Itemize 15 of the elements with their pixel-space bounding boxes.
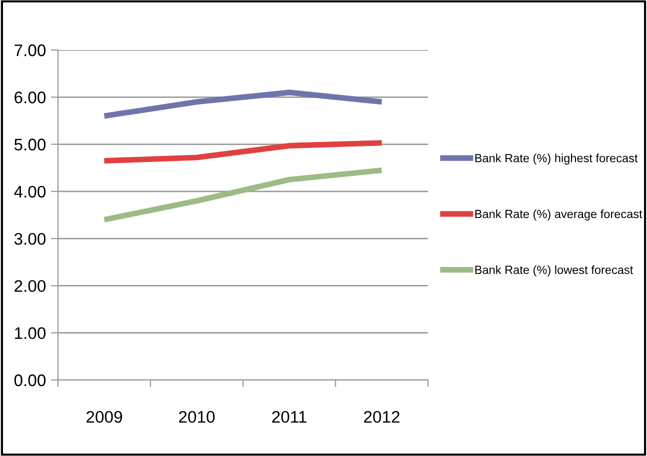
y-tick-label: 1.00 (15, 327, 46, 340)
legend-label: Bank Rate (%) lowest forecast (475, 265, 634, 276)
y-tick-label: 2.00 (14, 280, 46, 292)
legend-label: Bank Rate (%) average forecast (475, 209, 642, 220)
y-tick-label: 7.00 (14, 44, 46, 56)
legend-label: Bank Rate (%) highest forecast (475, 154, 638, 165)
x-tick-label: 2011 (272, 410, 306, 423)
y-tick-label: 0.00 (14, 374, 46, 386)
x-tick-label: 2009 (86, 410, 122, 423)
x-tick-label: 2010 (179, 410, 215, 423)
x-tick-label: 2012 (364, 410, 400, 423)
y-tick-label: 3.00 (14, 232, 46, 245)
y-tick-label: 5.00 (14, 138, 46, 150)
y-tick-label: 4.00 (14, 186, 46, 198)
y-tick-label: 6.00 (14, 92, 46, 104)
